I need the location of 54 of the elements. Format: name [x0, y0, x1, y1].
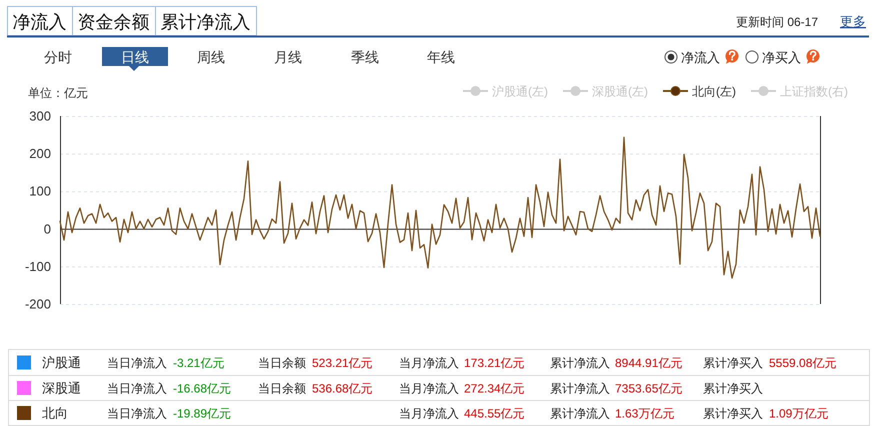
text: 272.34亿元 [464, 382, 525, 396]
text: -19.89亿元 [173, 406, 232, 420]
text: 深股通 [42, 380, 81, 396]
text: 累计净流入 [550, 406, 610, 420]
text: 沪股通 [42, 355, 81, 370]
text: -16.68亿元 [173, 382, 232, 396]
legend-label: 北向(左) [692, 84, 736, 98]
y-tick-label: 300 [29, 108, 51, 124]
text: 当日净流入 [107, 382, 167, 396]
text: 月线 [274, 49, 302, 65]
text: 年线 [427, 49, 455, 65]
text: 当月净流入 [399, 382, 459, 396]
text: 更多 [840, 14, 866, 29]
text: 分时 [44, 49, 72, 65]
text: 上证指数(右) [780, 84, 848, 98]
text: 净买入 [762, 50, 801, 65]
text: 当日净流入 [107, 356, 167, 370]
text: 沪股通(左) [492, 84, 548, 98]
y-axis-title: 单位：亿元 [28, 86, 88, 100]
text: 1.09万亿元 [769, 406, 828, 420]
text: -3.21亿元 [173, 356, 224, 370]
text: 当日余额 [258, 382, 306, 396]
text: 累计净买入 [703, 382, 763, 396]
text: 当日余额 [258, 356, 306, 370]
text: 累计净流入 [550, 356, 610, 370]
y-tick-label: -100 [24, 258, 51, 274]
text: 173.21亿元 [464, 356, 525, 370]
text: 累计净流入 [550, 382, 610, 396]
text: 北向 [42, 406, 68, 420]
text: 净流入 [681, 50, 720, 65]
text: 当月净流入 [399, 356, 459, 370]
text: 536.68亿元 [312, 382, 373, 396]
text: 累计净买入 [703, 356, 763, 370]
text: 445.55亿元 [464, 406, 525, 420]
text: 累计净买入 [703, 406, 763, 420]
text: 累计净流入 [160, 12, 250, 32]
y-tick-label: 200 [29, 146, 51, 162]
text: 7353.65亿元 [615, 382, 682, 396]
text: 季线 [351, 49, 379, 65]
text: 当日净流入 [107, 406, 167, 420]
y-tick-label: 0 [44, 221, 51, 236]
y-tick-label: 100 [29, 184, 51, 199]
text: 日线 [121, 49, 149, 65]
text: 5559.08亿元 [769, 356, 836, 370]
text: 523.21亿元 [312, 356, 373, 370]
text: 更新时间 06-17 [736, 15, 818, 29]
text: 深股通(左) [592, 84, 648, 98]
text: 资金余额 [78, 12, 150, 32]
text: 周线 [197, 49, 225, 65]
text: 8944.91亿元 [615, 356, 682, 370]
text: 净流入 [12, 12, 66, 32]
text: 1.63万亿元 [615, 406, 674, 420]
text: 当月净流入 [399, 406, 459, 420]
y-tick-label: -200 [24, 296, 51, 312]
